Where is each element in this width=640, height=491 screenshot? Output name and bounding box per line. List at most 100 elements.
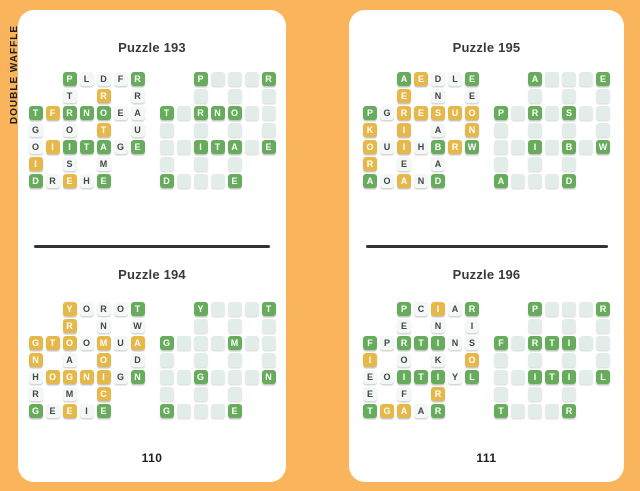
grid-hole <box>46 123 60 137</box>
grid-hole <box>211 123 225 137</box>
empty-tile <box>545 302 559 316</box>
empty-tile <box>596 123 610 137</box>
grid-hole <box>211 319 225 333</box>
grid-hole <box>46 353 60 367</box>
letter-tile: N <box>448 336 462 350</box>
letter-tile: A <box>397 174 411 188</box>
empty-tile <box>193 404 208 418</box>
letter-tile: U <box>380 140 394 154</box>
letter-tile: O <box>465 353 479 367</box>
letter-tile: L <box>596 370 610 384</box>
grid-hole <box>245 174 259 188</box>
letter-tile: I <box>431 336 445 350</box>
letter-tile: A <box>96 140 111 154</box>
letter-tile: O <box>96 106 111 120</box>
empty-tile <box>579 106 593 120</box>
letter-tile: W <box>465 140 479 154</box>
grid-hole <box>448 123 462 137</box>
letter-tile: Y <box>448 370 462 384</box>
grid-hole <box>414 353 428 367</box>
grid-hole <box>380 302 394 316</box>
grid-hole <box>114 387 128 401</box>
letter-tile: I <box>528 140 542 154</box>
grid-hole <box>114 319 128 333</box>
grid-hole <box>29 89 43 103</box>
grid-hole <box>579 319 593 333</box>
letter-tile: U <box>448 106 462 120</box>
letter-tile: O <box>380 174 394 188</box>
grid-hole <box>579 157 593 171</box>
letter-tile: P <box>494 106 508 120</box>
letter-tile: O <box>28 140 43 154</box>
grid-hole <box>465 174 479 188</box>
grid-hole <box>465 387 479 401</box>
letter-tile: M <box>227 336 242 350</box>
letter-tile: T <box>62 89 77 103</box>
empty-tile <box>579 72 593 86</box>
letter-tile: T <box>261 302 276 316</box>
grid-hole <box>545 387 559 401</box>
empty-tile <box>494 157 508 171</box>
letter-tile: I <box>193 140 208 154</box>
empty-tile <box>227 72 242 86</box>
grid-hole <box>448 404 462 418</box>
letter-tile: R <box>96 89 111 103</box>
letter-tile: T <box>28 106 43 120</box>
letter-tile: B <box>562 140 576 154</box>
empty-tile <box>562 353 576 367</box>
letter-tile: E <box>261 140 276 154</box>
letter-tile: I <box>528 370 542 384</box>
letter-tile: R <box>28 387 43 401</box>
letter-tile: T <box>96 123 111 137</box>
grid-hole <box>131 174 145 188</box>
letter-tile: A <box>130 106 145 120</box>
letter-tile: O <box>79 336 94 350</box>
letter-tile: E <box>363 387 377 401</box>
letter-tile: R <box>130 72 145 86</box>
grid-hole <box>160 302 174 316</box>
letter-tile: G <box>193 370 208 384</box>
grid-hole <box>262 174 276 188</box>
letter-tile: O <box>62 336 77 350</box>
grid-hole <box>46 89 60 103</box>
letter-tile: S <box>62 157 77 171</box>
grid-hole <box>245 89 259 103</box>
empty-tile <box>545 174 559 188</box>
grid-hole <box>511 157 525 171</box>
empty-tile <box>159 157 174 171</box>
grid-hole <box>414 123 428 137</box>
empty-tile <box>261 353 276 367</box>
empty-tile <box>494 353 508 367</box>
letter-tile: F <box>363 336 377 350</box>
letter-tile: R <box>193 106 208 120</box>
grid-hole <box>46 157 60 171</box>
letter-tile: U <box>113 336 128 350</box>
empty-tile <box>227 89 242 103</box>
empty-tile <box>545 106 559 120</box>
grid-hole <box>380 319 394 333</box>
grid-hole <box>511 72 525 86</box>
empty-tile <box>494 123 508 137</box>
grid-hole <box>211 353 225 367</box>
grid-hole <box>448 89 462 103</box>
letter-tile: R <box>465 302 479 316</box>
empty-tile <box>596 89 610 103</box>
grid-hole <box>596 174 610 188</box>
grid-hole <box>448 319 462 333</box>
empty-tile <box>261 336 276 350</box>
letter-tile: E <box>363 370 377 384</box>
empty-tile <box>528 89 542 103</box>
empty-tile <box>261 89 276 103</box>
letter-tile: D <box>96 72 111 86</box>
empty-tile <box>511 370 525 384</box>
empty-tile <box>579 370 593 384</box>
empty-tile <box>193 174 208 188</box>
letter-tile: G <box>28 404 43 418</box>
grid-hole <box>363 89 377 103</box>
grid-hole <box>414 89 428 103</box>
grid-hole <box>363 302 377 316</box>
puzzle-title: Puzzle 194 <box>118 267 186 282</box>
